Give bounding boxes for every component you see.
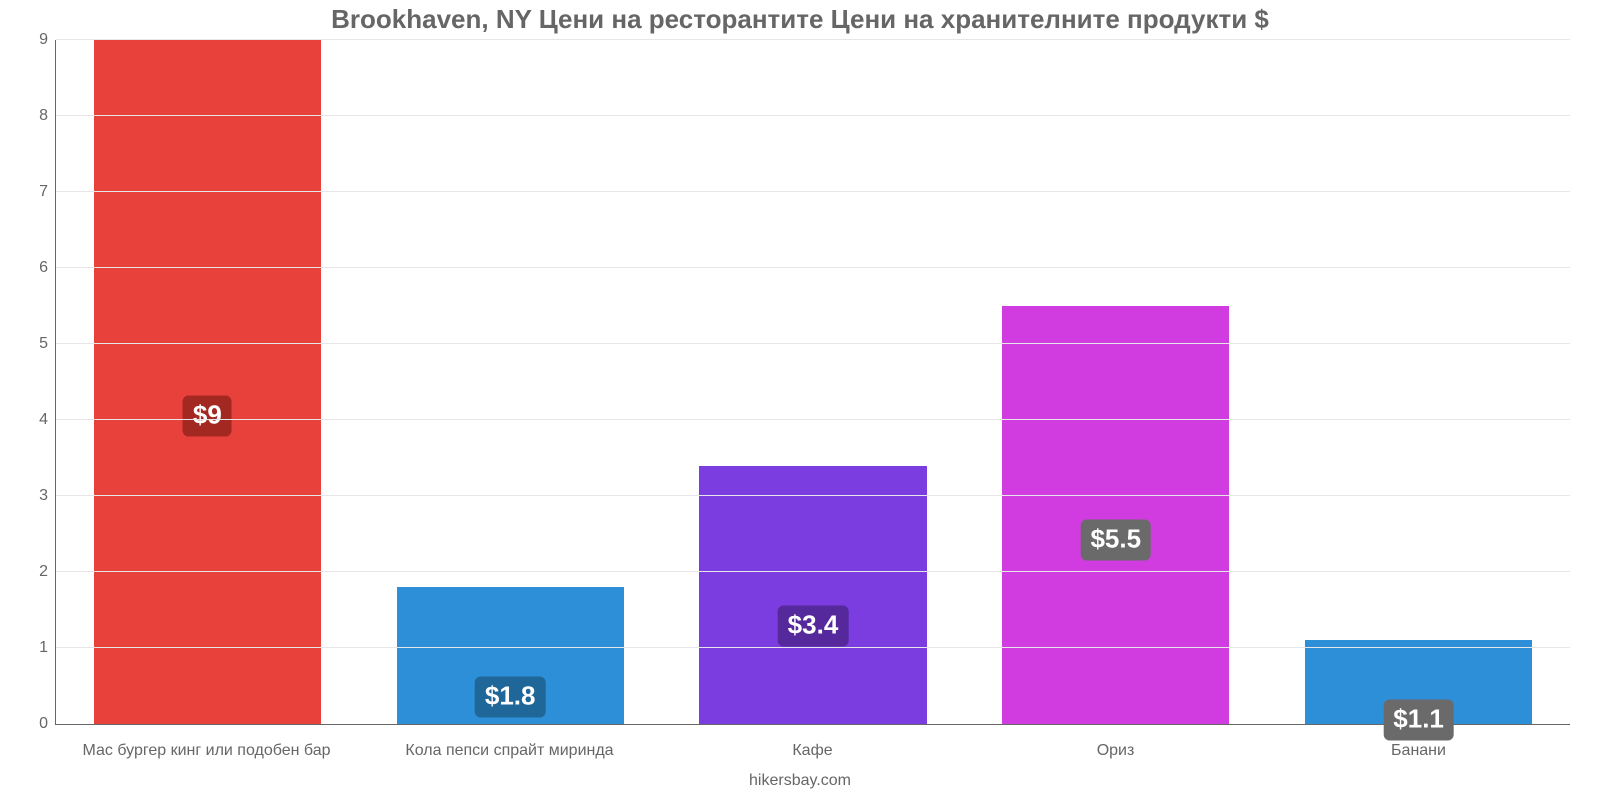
bars-container: $9 $1.8 $3.4 $5.5 $1.1 (56, 40, 1570, 724)
value-badge: $9 (183, 396, 232, 437)
bar-slot: $5.5 (964, 40, 1267, 724)
gridline (56, 267, 1570, 268)
value-badge: $5.5 (1080, 520, 1151, 561)
bar: $3.4 (699, 466, 926, 724)
gridline (56, 343, 1570, 344)
x-axis-label: Ориз (964, 742, 1267, 760)
y-tick-label: 2 (39, 563, 48, 581)
gridline (56, 571, 1570, 572)
gridline (56, 495, 1570, 496)
chart-footer: hikersbay.com (0, 772, 1600, 790)
gridline (56, 647, 1570, 648)
y-tick-label: 1 (39, 639, 48, 657)
y-tick-label: 5 (39, 335, 48, 353)
y-tick-label: 4 (39, 411, 48, 429)
bar-slot: $9 (56, 40, 359, 724)
y-tick-label: 7 (39, 183, 48, 201)
x-axis-label: Банани (1267, 742, 1570, 760)
bar: $5.5 (1002, 306, 1229, 724)
chart-title: Brookhaven, NY Цени на ресторантите Цени… (0, 4, 1600, 35)
bar-slot: $3.4 (662, 40, 965, 724)
bar-slot: $1.1 (1267, 40, 1570, 724)
gridline (56, 723, 1570, 724)
gridline (56, 115, 1570, 116)
y-tick-label: 6 (39, 259, 48, 277)
plot-area: $9$1.8$3.4$5.5$1.1 0123456789 (55, 40, 1570, 725)
bar: $1.1 (1305, 640, 1532, 724)
bar: $9 (94, 40, 321, 724)
value-badge: $1.1 (1383, 699, 1454, 740)
gridline (56, 191, 1570, 192)
bar: $1.8 (397, 587, 624, 724)
y-tick-label: 8 (39, 107, 48, 125)
y-tick-label: 3 (39, 487, 48, 505)
price-bar-chart: Brookhaven, NY Цени на ресторантите Цени… (0, 0, 1600, 800)
x-axis-label: Кола пепси спрайт миринда (358, 742, 661, 760)
x-axis-label: Кафе (661, 742, 964, 760)
y-tick-label: 9 (39, 31, 48, 49)
x-axis-label: Мас бургер кинг или подобен бар (55, 742, 358, 760)
gridline (56, 39, 1570, 40)
gridline (56, 419, 1570, 420)
bar-slot: $1.8 (359, 40, 662, 724)
x-axis-labels: Мас бургер кинг или подобен барКола пепс… (55, 742, 1570, 760)
value-badge: $1.8 (475, 676, 546, 717)
value-badge: $3.4 (778, 605, 849, 646)
y-tick-label: 0 (39, 715, 48, 733)
